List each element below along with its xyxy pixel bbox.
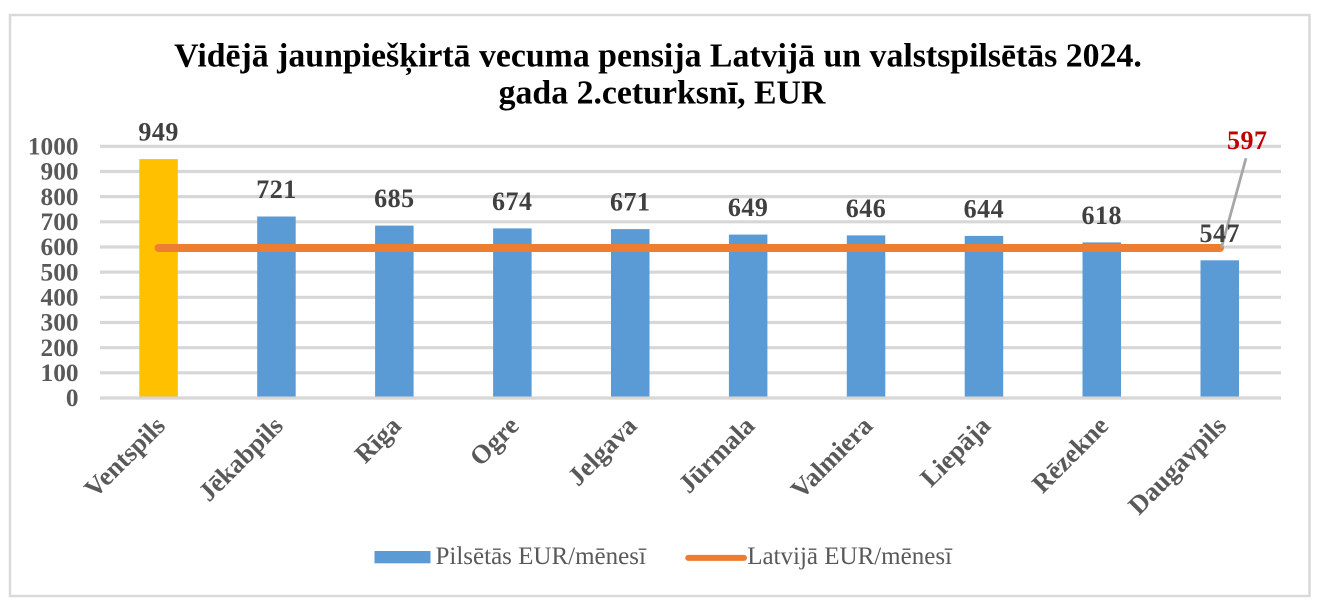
- svg-text:1000: 1000: [28, 133, 79, 161]
- svg-text:Latvijā EUR/mēnesī: Latvijā EUR/mēnesī: [747, 543, 953, 570]
- svg-text:gada 2.ceturksnī, EUR: gada 2.ceturksnī, EUR: [499, 75, 826, 112]
- svg-text:400: 400: [41, 284, 79, 312]
- svg-text:949: 949: [138, 118, 179, 147]
- svg-text:618: 618: [1082, 201, 1123, 230]
- svg-text:649: 649: [728, 193, 769, 222]
- svg-text:100: 100: [41, 359, 79, 387]
- svg-text:500: 500: [41, 258, 79, 286]
- svg-text:0: 0: [66, 384, 79, 412]
- svg-text:200: 200: [41, 334, 79, 362]
- svg-text:721: 721: [256, 175, 297, 204]
- svg-text:Pilsētās EUR/mēnesī: Pilsētās EUR/mēnesī: [436, 543, 647, 570]
- svg-text:671: 671: [610, 188, 651, 217]
- svg-text:Vidējā jaunpiešķirtā vecuma pe: Vidējā jaunpiešķirtā vecuma pensija Latv…: [174, 37, 1142, 75]
- svg-text:644: 644: [964, 195, 1005, 224]
- svg-text:700: 700: [41, 208, 79, 236]
- svg-text:300: 300: [41, 309, 79, 337]
- svg-text:685: 685: [374, 184, 415, 213]
- svg-text:674: 674: [492, 187, 533, 216]
- svg-text:900: 900: [41, 158, 79, 186]
- svg-text:547: 547: [1199, 219, 1240, 248]
- svg-text:800: 800: [41, 183, 79, 211]
- svg-text:600: 600: [41, 233, 79, 261]
- svg-text:646: 646: [846, 194, 887, 223]
- svg-text:597: 597: [1227, 126, 1268, 155]
